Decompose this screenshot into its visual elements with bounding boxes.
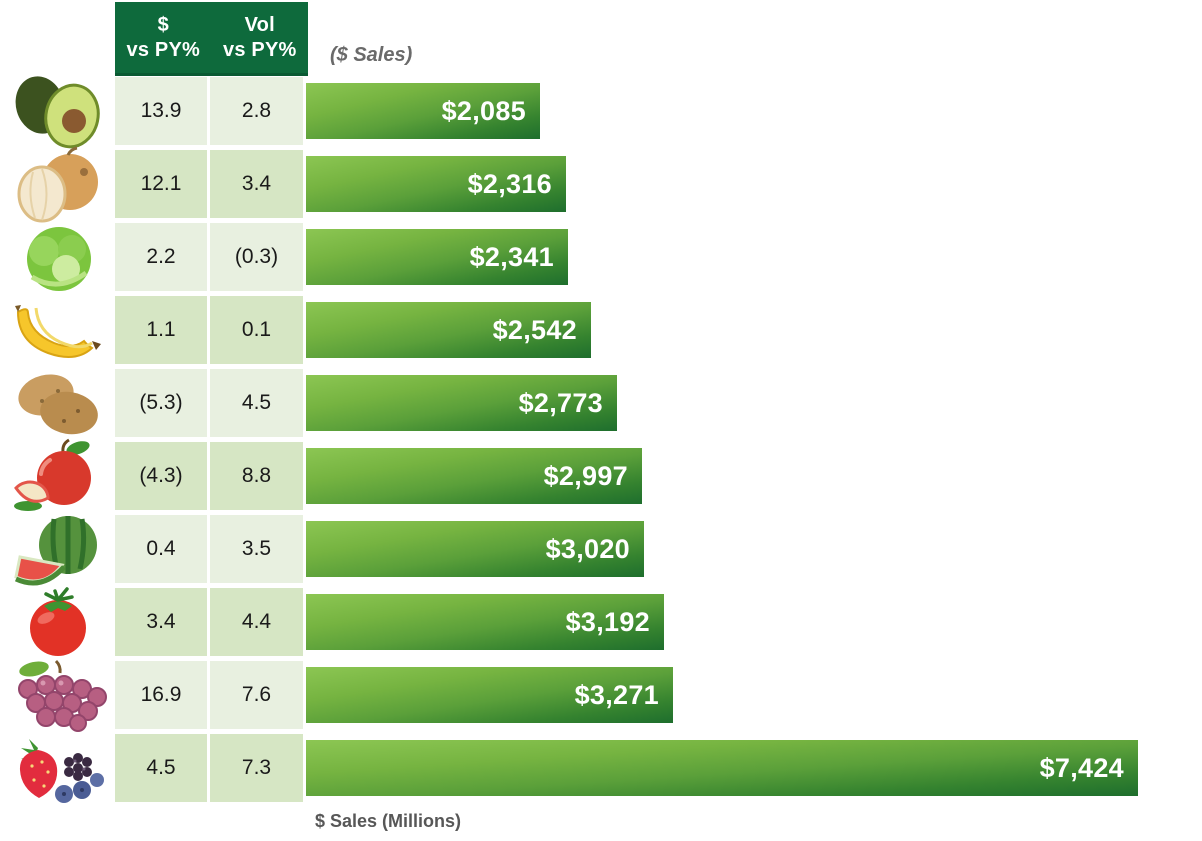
tomato-icon xyxy=(4,581,114,663)
sales-bar: $2,773 xyxy=(306,375,617,431)
produce-row: 1.1 0.1 $2,542 xyxy=(0,296,1202,364)
dollar-vs-py-value: 3.4 xyxy=(146,610,176,633)
vol-vs-py-value: 3.4 xyxy=(241,172,272,195)
vol-vs-py-value: 3.5 xyxy=(241,537,272,560)
potato-icon xyxy=(4,362,114,444)
sales-value-label: $2,997 xyxy=(543,460,628,491)
vol-vs-py-cell: 4.5 xyxy=(210,369,303,437)
dollar-header-line2: vs PY% xyxy=(126,38,200,61)
dollar-vs-py-cell: 2.2 xyxy=(115,223,207,291)
berries-icon xyxy=(4,727,114,809)
sales-bar: $3,020 xyxy=(306,521,644,577)
vol-vs-py-value: 4.4 xyxy=(241,610,272,633)
vol-vs-py-value: 0.1 xyxy=(241,318,272,341)
sales-bar: $7,424 xyxy=(306,740,1138,796)
lettuce-icon xyxy=(4,216,114,298)
vol-vs-py-value: 2.8 xyxy=(241,99,272,122)
sales-value-label: $3,271 xyxy=(574,679,659,710)
vol-header-line2: vs PY% xyxy=(223,38,297,61)
produce-row: 3.4 4.4 $3,192 xyxy=(0,587,1202,656)
vol-vs-py-cell: 3.5 xyxy=(210,515,303,583)
dollar-vs-py-value: (4.3) xyxy=(139,464,183,487)
produce-row: 0.4 3.5 $3,020 xyxy=(0,515,1202,586)
sales-bar: $2,085 xyxy=(306,83,540,139)
dollar-vs-py-cell: (4.3) xyxy=(115,442,207,510)
dollar-vs-py-cell: 13.9 xyxy=(115,77,207,145)
dollar-vs-py-cell: 0.4 xyxy=(115,515,207,583)
vol-vs-py-value: 8.8 xyxy=(241,464,272,487)
dollar-vs-py-cell: 3.4 xyxy=(115,588,207,656)
x-axis-label: $ Sales (Millions) xyxy=(315,811,462,831)
table-header: $ vs PY% Vol vs PY% xyxy=(115,2,308,76)
sales-value-label: $7,424 xyxy=(1039,752,1124,783)
dollar-vs-py-value: 12.1 xyxy=(140,172,182,195)
sales-value-label: $2,085 xyxy=(441,95,526,126)
sales-bar: $3,271 xyxy=(306,667,673,723)
produce-row: (5.3) 4.5 $2,773 xyxy=(0,369,1202,437)
vol-vs-py-cell: 4.4 xyxy=(210,588,303,656)
sales-bar: $2,542 xyxy=(306,302,591,358)
sales-value-label: $2,316 xyxy=(467,168,552,199)
sales-bar: $2,341 xyxy=(306,229,568,285)
sales-bar: $2,997 xyxy=(306,448,642,504)
dollar-vs-py-value: 16.9 xyxy=(140,683,182,706)
vol-header-line1: Vol xyxy=(244,13,275,36)
rows-container: 13.9 2.8 $2,085 12.1 3.4 $2,316 2.2 (0.3… xyxy=(0,76,1202,807)
vol-vs-py-cell: 7.6 xyxy=(210,661,303,729)
dollar-vs-py-cell: 4.5 xyxy=(115,734,207,802)
banana-icon xyxy=(4,289,114,371)
sales-bar: $2,316 xyxy=(306,156,566,212)
sales-value-label: $2,341 xyxy=(469,241,554,272)
vol-vs-py-cell: 3.4 xyxy=(210,150,303,218)
dollar-vs-py-value: 0.4 xyxy=(146,537,176,560)
produce-row: 12.1 3.4 $2,316 xyxy=(0,146,1202,223)
vol-vs-py-value: (0.3) xyxy=(234,245,279,268)
dollar-vs-py-value: 2.2 xyxy=(146,245,176,268)
apple-icon xyxy=(4,435,114,517)
sales-value-label: $2,773 xyxy=(518,387,603,418)
vol-vs-py-cell: 2.8 xyxy=(210,77,303,145)
dollar-vs-py-cell: 1.1 xyxy=(115,296,207,364)
vol-vs-py-cell: (0.3) xyxy=(210,223,303,291)
sales-value-label: $2,542 xyxy=(492,314,577,345)
sales-value-label: $3,020 xyxy=(545,533,630,564)
vol-vs-py-value: 4.5 xyxy=(241,391,272,414)
produce-row: (4.3) 8.8 $2,997 xyxy=(0,438,1202,511)
grapes-icon xyxy=(4,654,114,736)
dollar-vs-py-header: $ vs PY% xyxy=(115,2,212,73)
dollar-vs-py-value: 1.1 xyxy=(146,318,176,341)
vol-vs-py-value: 7.3 xyxy=(241,756,272,779)
produce-row: 13.9 2.8 $2,085 xyxy=(0,76,1202,149)
vol-vs-py-header: Vol vs PY% xyxy=(212,2,309,73)
dollar-vs-py-cell: 16.9 xyxy=(115,661,207,729)
sales-value-label: $3,192 xyxy=(565,606,650,637)
dollar-header-line1: $ xyxy=(157,13,169,36)
sales-bar: $3,192 xyxy=(306,594,664,650)
dollar-vs-py-cell: (5.3) xyxy=(115,369,207,437)
dollar-vs-py-value: 4.5 xyxy=(146,756,176,779)
produce-row: 4.5 7.3 $7,424 xyxy=(0,734,1202,803)
vol-vs-py-cell: 0.1 xyxy=(210,296,303,364)
onion-icon xyxy=(4,143,114,225)
produce-row: 16.9 7.6 $3,271 xyxy=(0,659,1202,732)
dollar-vs-py-value: 13.9 xyxy=(140,99,182,122)
vol-vs-py-cell: 7.3 xyxy=(210,734,303,802)
sales-axis-title: ($ Sales) xyxy=(330,44,413,66)
dollar-vs-py-value: (5.3) xyxy=(139,391,183,414)
produce-row: 2.2 (0.3) $2,341 xyxy=(0,223,1202,291)
dollar-vs-py-cell: 12.1 xyxy=(115,150,207,218)
watermelon-icon xyxy=(4,508,114,590)
vol-vs-py-value: 7.6 xyxy=(241,683,272,706)
vol-vs-py-cell: 8.8 xyxy=(210,442,303,510)
avocado-icon xyxy=(4,70,114,152)
